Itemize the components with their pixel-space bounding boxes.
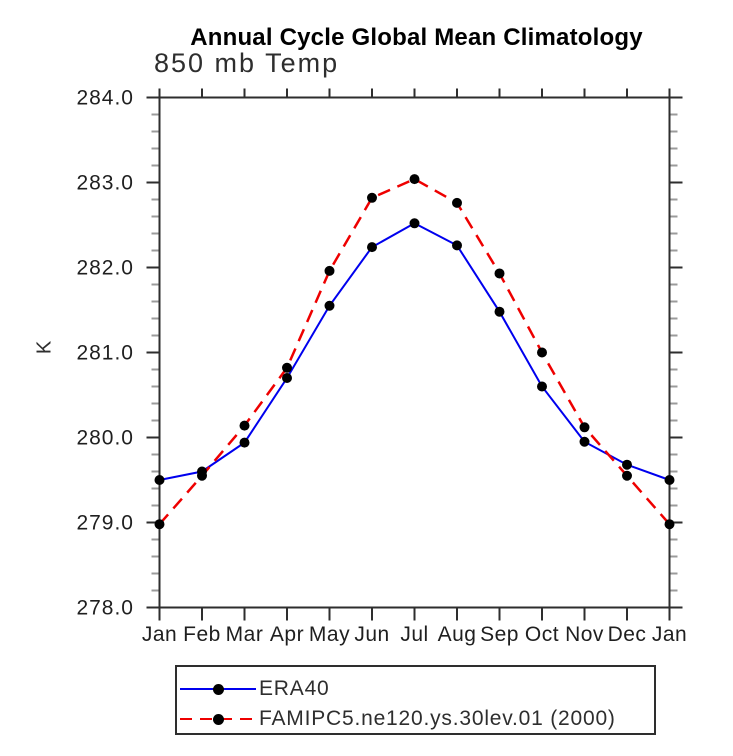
series-0-marker (494, 306, 505, 317)
series-1-marker (154, 519, 165, 530)
legend-label: FAMIPC5.ne120.ys.30lev.01 (2000) (259, 707, 616, 730)
x-tick-label: Sep (480, 623, 519, 646)
series-0-marker (664, 475, 675, 485)
series-1-marker (282, 362, 292, 373)
series-1-marker (664, 519, 675, 530)
series-0-marker (239, 437, 250, 448)
series-0-marker (452, 240, 462, 251)
y-tick-label: 284.0 (76, 87, 134, 110)
x-tick-label: Dec (608, 623, 647, 646)
x-tick-label: Jan (142, 623, 177, 646)
series-0-marker (537, 381, 547, 392)
series-1-marker (324, 265, 335, 276)
series-1-marker (537, 347, 547, 358)
x-tick-label: Aug (438, 623, 477, 646)
x-tick-label: Apr (270, 623, 304, 646)
y-tick-label: 283.0 (76, 172, 134, 195)
x-tick-label: Jun (354, 623, 389, 646)
legend-item-famipc5: FAMIPC5.ne120.ys.30lev.01 (2000) (180, 707, 616, 731)
y-tick-label: 280.0 (76, 427, 134, 450)
legend: ERA40 FAMIPC5.ne120.ys.30lev.01 (2000) (175, 665, 656, 735)
x-tick-label: Oct (525, 623, 559, 646)
series-1-marker (409, 174, 420, 185)
series-line-0 (159, 222, 670, 481)
series-0-marker (282, 373, 292, 383)
series-1-marker (494, 268, 505, 279)
series-0-marker (154, 475, 165, 485)
legend-dashed-line-swatch (180, 714, 256, 725)
series-line-1 (158, 177, 671, 526)
x-tick-label: Nov (565, 623, 604, 646)
series-0-marker (409, 218, 420, 229)
x-tick-label: Mar (226, 623, 264, 646)
series-1-marker (239, 420, 250, 431)
y-tick-label: 282.0 (76, 257, 134, 280)
series-1-marker (197, 470, 207, 481)
x-tick-label: May (309, 623, 350, 646)
y-tick-label: 279.0 (76, 512, 134, 535)
x-tick-label: Jan (652, 623, 687, 646)
series-0-marker (367, 242, 377, 253)
series-1-marker (367, 192, 377, 203)
series-1-marker (622, 470, 632, 481)
series-0-marker (579, 436, 590, 447)
legend-item-era40: ERA40 (180, 677, 330, 701)
y-tick-label: 278.0 (76, 597, 134, 620)
chart-subtitle: 850 mb Temp (154, 48, 340, 78)
x-tick-label: Jul (400, 623, 428, 646)
legend-solid-line-swatch (180, 684, 256, 695)
series-0-marker (324, 300, 335, 311)
legend-marker-dot (213, 714, 224, 725)
x-tick-label: Feb (183, 623, 221, 646)
plot-frame (158, 96, 671, 609)
series-1-marker (452, 197, 462, 208)
y-tick-label: 281.0 (76, 342, 134, 365)
chart-title: Annual Cycle Global Mean Climatology (190, 24, 643, 51)
series-1-marker (579, 422, 590, 433)
legend-marker-dot (213, 684, 224, 695)
series-0-marker (622, 459, 632, 470)
legend-label: ERA40 (259, 677, 330, 700)
